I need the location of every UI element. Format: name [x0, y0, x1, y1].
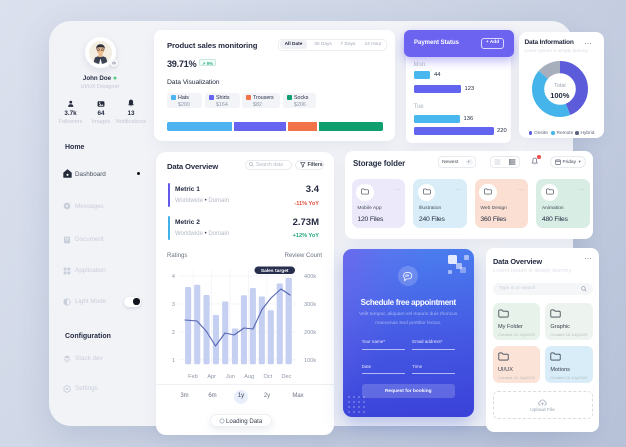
svg-text:400k: 400k: [304, 274, 316, 280]
svg-text:Jun: Jun: [226, 374, 235, 380]
svg-text:100k: 100k: [304, 357, 316, 363]
svg-text:200k: 200k: [304, 330, 316, 336]
svg-text:Oct: Oct: [263, 374, 272, 380]
svg-text:3: 3: [172, 302, 175, 308]
svg-text:Sales target: Sales target: [261, 268, 289, 274]
svg-text:4: 4: [172, 274, 175, 280]
svg-text:Aug: Aug: [244, 374, 254, 380]
svg-text:2: 2: [172, 330, 175, 336]
svg-text:Apr: Apr: [207, 374, 216, 380]
svg-text:Dec: Dec: [282, 374, 292, 380]
svg-text:300k: 300k: [304, 302, 316, 308]
svg-text:1: 1: [172, 357, 175, 363]
svg-text:Feb: Feb: [188, 374, 198, 380]
